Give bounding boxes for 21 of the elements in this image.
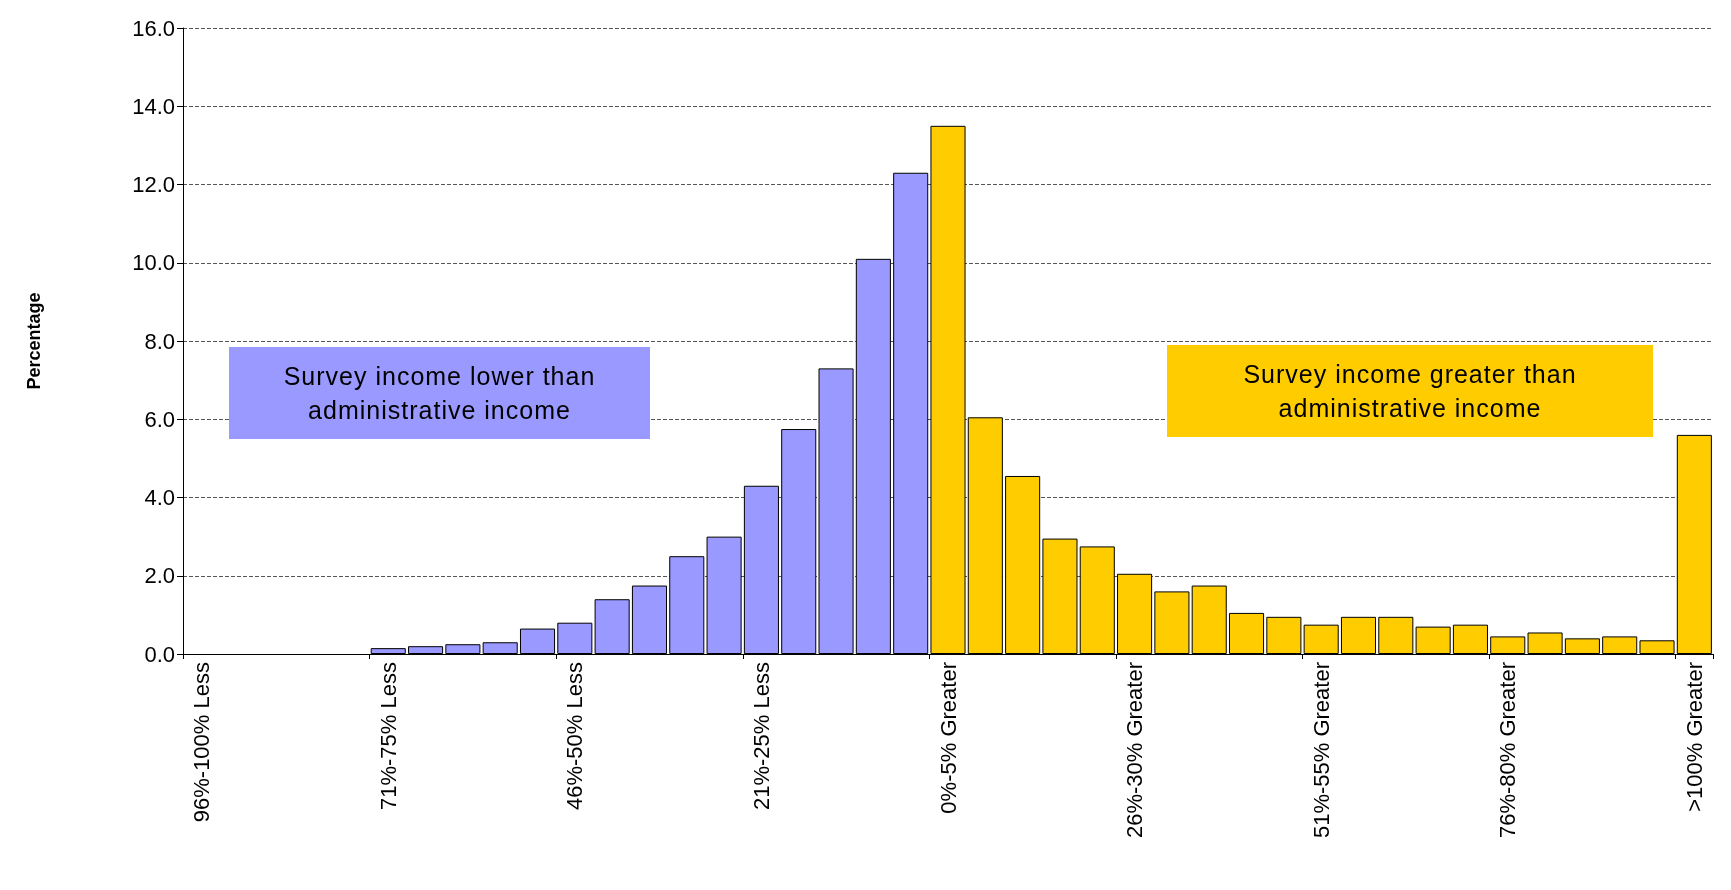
x-tick-label: 71%-75% Less bbox=[375, 662, 401, 810]
x-tick-label: 51%-55% Greater bbox=[1308, 662, 1334, 839]
y-tick-label: 0.0 bbox=[144, 641, 175, 667]
y-tick-label: 16.0 bbox=[132, 15, 175, 41]
x-tick-label: 46%-50% Less bbox=[562, 662, 588, 810]
y-tick-label: 8.0 bbox=[144, 328, 175, 354]
x-tick-label: 76%-80% Greater bbox=[1495, 662, 1521, 839]
x-tick-label: 0%-5% Greater bbox=[935, 662, 961, 814]
y-axis-title: Percentage bbox=[24, 292, 44, 390]
x-tick-label: 26%-30% Greater bbox=[1122, 662, 1148, 839]
y-tick-label: 6.0 bbox=[144, 406, 175, 432]
x-tick-label: >100% Greater bbox=[1681, 662, 1707, 812]
y-tick-label: 10.0 bbox=[132, 250, 175, 276]
x-tick-label: 96%-100% Less bbox=[189, 662, 215, 823]
y-tick-label: 4.0 bbox=[144, 485, 175, 510]
y-tick-label: 2.0 bbox=[144, 563, 175, 589]
annotation: Survey income greater than administrative income bbox=[1243, 360, 1577, 422]
y-tick-label: 12.0 bbox=[132, 172, 175, 197]
annotation: Survey income lower than administrative income bbox=[283, 362, 596, 424]
x-tick-label: 21%-25% Less bbox=[748, 662, 774, 810]
y-tick-label: 14.0 bbox=[132, 93, 175, 119]
